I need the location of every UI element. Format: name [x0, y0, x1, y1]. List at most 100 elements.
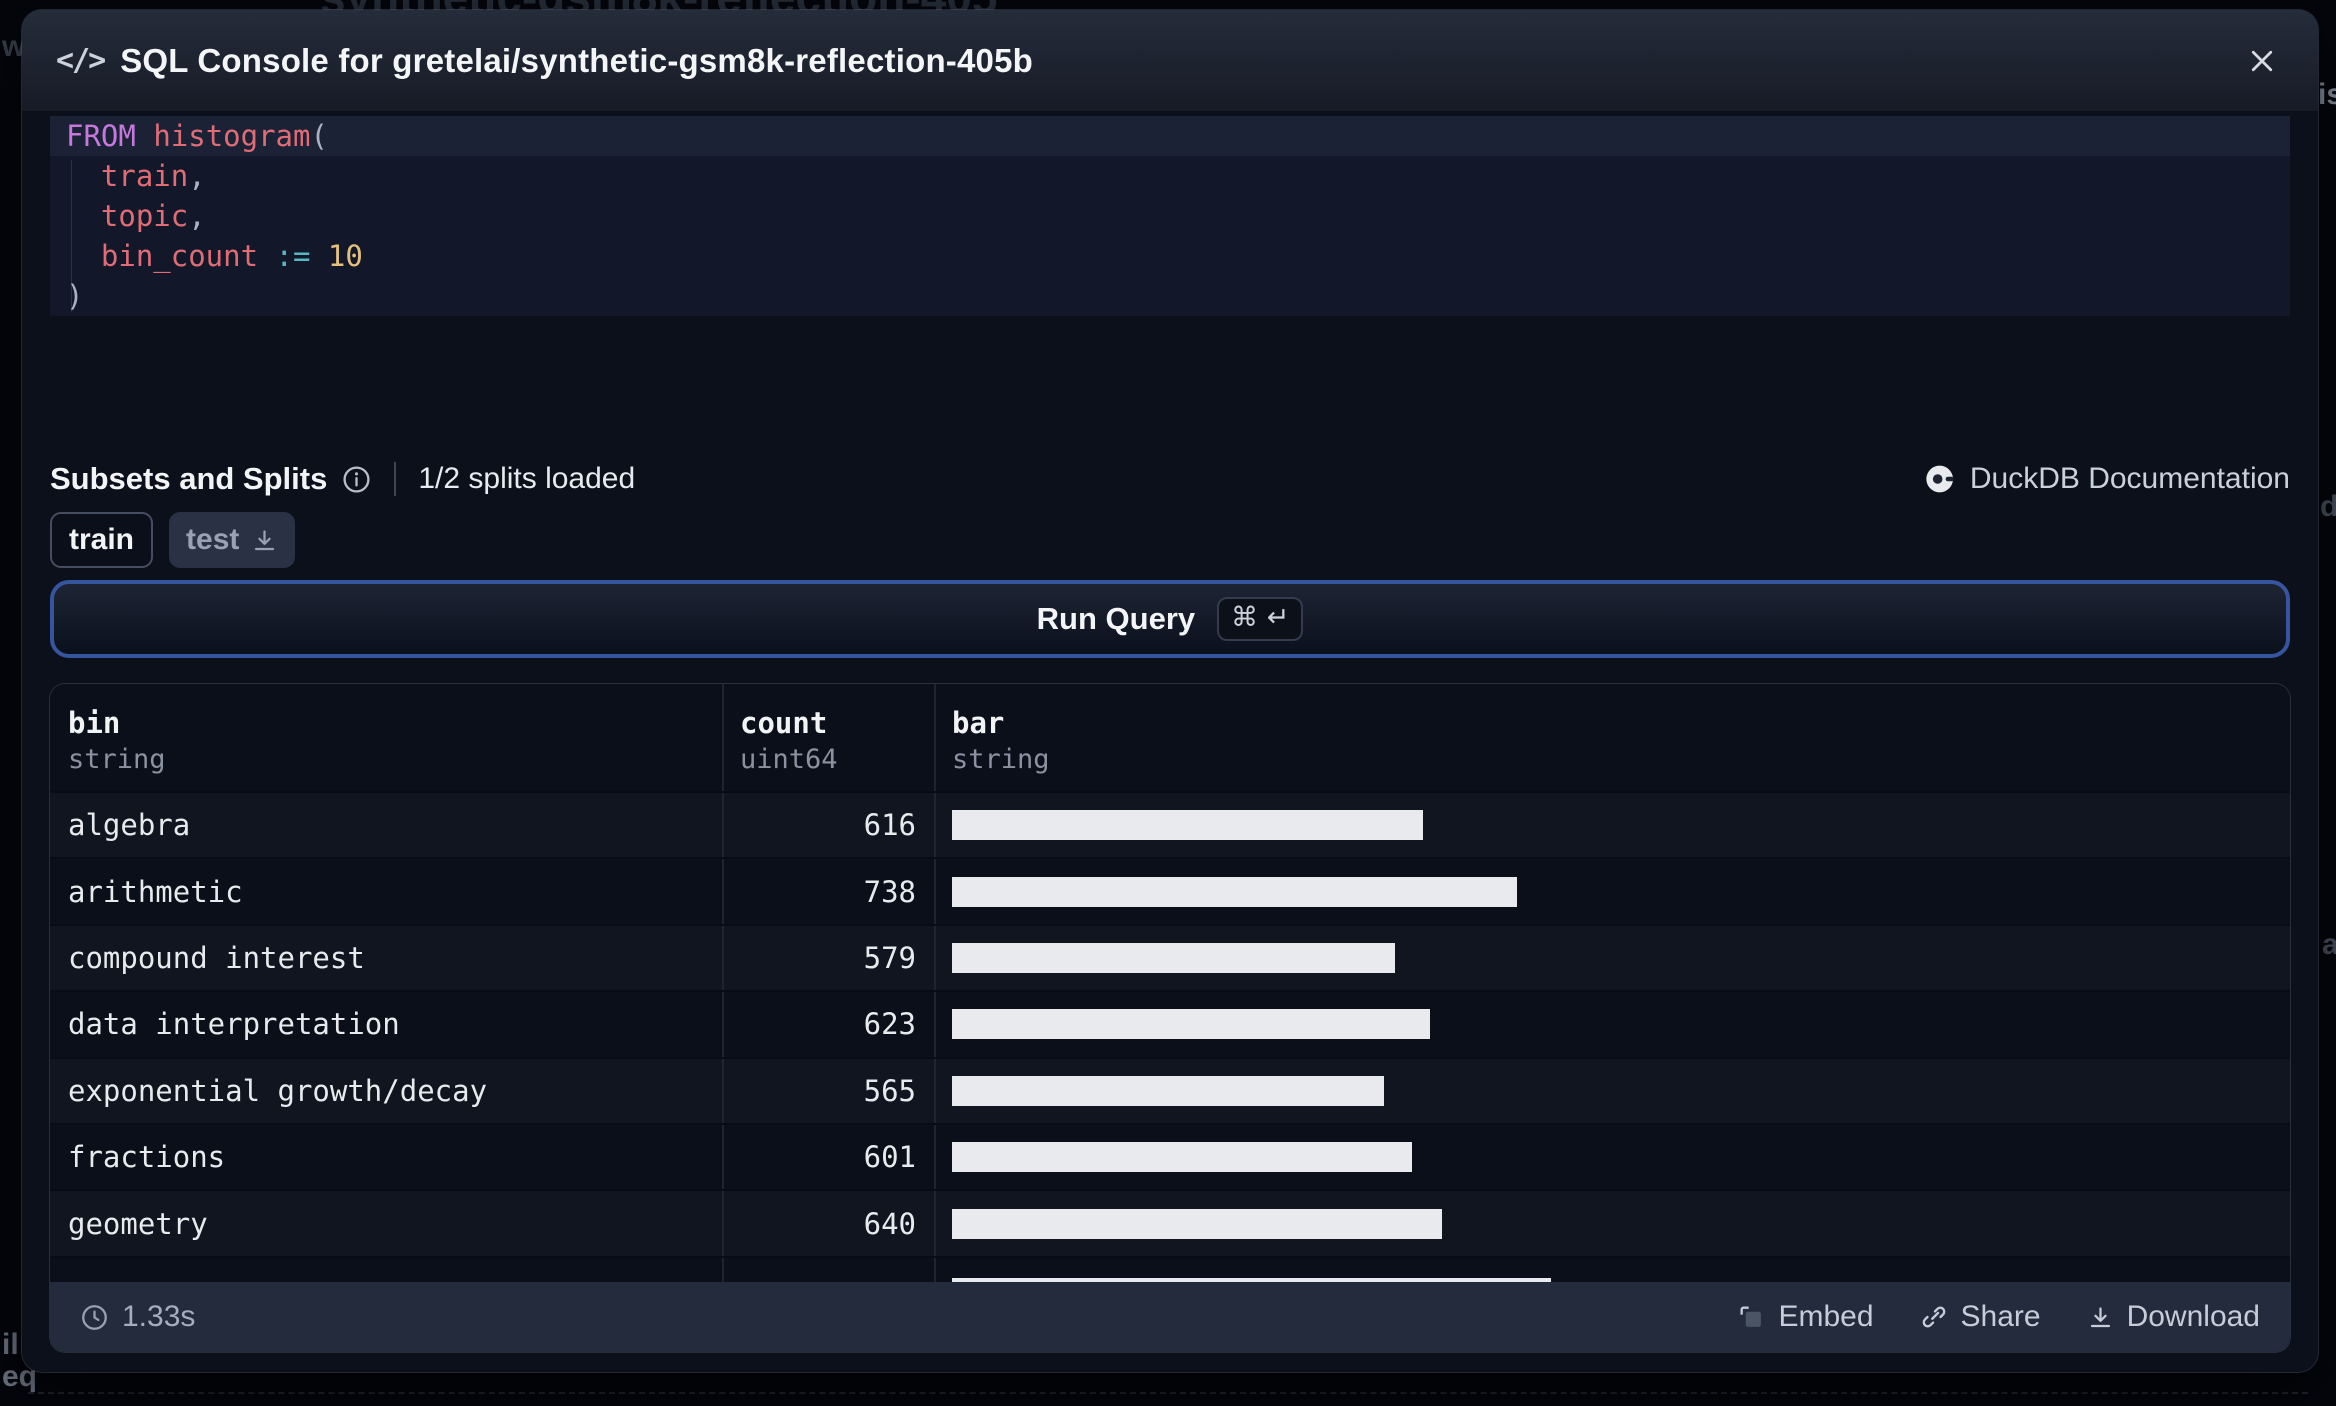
table-body: algebra 616 arithmetic 738 compound interest…	[50, 791, 2290, 1308]
backdrop-text-fragment: is	[2318, 78, 2336, 111]
bin-cell: exponential growth/decay	[68, 1073, 488, 1108]
query-duration: 1.33s	[80, 1300, 195, 1334]
modal-title: SQL Console for gretelai/synthetic-gsm8k…	[120, 41, 1034, 79]
embed-icon	[1737, 1303, 1765, 1331]
histogram-bar	[952, 1142, 1413, 1173]
count-cell: 738	[722, 859, 934, 924]
download-label: Download	[2126, 1300, 2260, 1333]
column-type: string	[68, 744, 166, 775]
duckdb-logo-icon	[1926, 465, 1954, 493]
code-token-identifier: bin_count	[100, 239, 259, 273]
code-token-plain: )	[66, 279, 84, 313]
code-token-number: 10	[327, 239, 363, 273]
bar-cell	[934, 925, 2290, 991]
code-token-operator: :=	[275, 239, 311, 273]
histogram-bar	[952, 942, 1395, 973]
split-buttons-row: train test	[50, 512, 2290, 568]
sql-console-modal: </> SQL Console for gretelai/synthetic-g…	[22, 10, 2318, 1372]
backdrop-text-fragment: d	[2320, 490, 2336, 523]
indent-guide	[71, 160, 72, 312]
download-icon	[2087, 1304, 2114, 1331]
subsets-and-splits-row: Subsets and Splits 1/2 splits loaded Duc…	[50, 456, 2290, 502]
code-token-function: histogram	[153, 119, 311, 153]
split-label: test	[186, 523, 240, 556]
download-icon	[251, 527, 278, 554]
duckdb-documentation-link[interactable]: DuckDB Documentation	[1925, 462, 2290, 496]
bin-cell: fractions	[68, 1140, 226, 1175]
histogram-bar	[952, 1208, 1442, 1239]
bar-cell	[934, 1191, 2290, 1256]
column-header-count: count uint64	[722, 684, 934, 791]
table-row-exponential-growth-decay: exponential growth/decay 565	[50, 1056, 2290, 1123]
column-header-bar: bar string	[934, 684, 2290, 791]
link-icon	[1920, 1303, 1948, 1331]
results-footer: 1.33s Embed Share Download	[50, 1282, 2290, 1352]
code-line-4[interactable]: bin_count := 10	[50, 236, 2290, 276]
count-cell: 601	[722, 1124, 934, 1190]
info-icon[interactable]	[341, 464, 372, 495]
histogram-bar	[952, 1009, 1430, 1040]
code-token-plain	[66, 239, 101, 273]
histogram-bar	[952, 876, 1517, 907]
bin-cell: arithmetic	[68, 874, 243, 909]
count-cell: 565	[722, 1058, 934, 1123]
vertical-divider	[394, 462, 397, 496]
table-row-data-interpretation: data interpretation 623	[50, 990, 2290, 1057]
share-label: Share	[1960, 1300, 2041, 1333]
close-icon	[2251, 50, 2273, 71]
histogram-bar	[952, 810, 1423, 841]
sql-editor[interactable]: FROM histogram( train, topic, bin_count …	[50, 116, 2290, 316]
splits-loaded-status: 1/2 splits loaded	[418, 462, 636, 495]
column-name: count	[740, 706, 828, 740]
code-token-identifier: topic	[100, 199, 189, 233]
run-query-button[interactable]: Run Query ⌘ ↵	[50, 580, 2290, 658]
code-line-5[interactable]: )	[50, 276, 2290, 316]
table-row-algebra: algebra 616	[50, 791, 2290, 858]
code-line-1[interactable]: FROM histogram(	[50, 116, 2290, 156]
query-results-table: bin string count uint64 bar string algebra…	[50, 684, 2290, 1352]
modal-titlebar: </> SQL Console for gretelai/synthetic-g…	[22, 10, 2318, 112]
count-cell: 579	[722, 925, 934, 991]
bar-cell	[934, 992, 2290, 1057]
split-button-train[interactable]: train	[50, 512, 154, 568]
table-row-fractions: fractions 601	[50, 1122, 2290, 1190]
subsets-title: Subsets and Splits	[50, 461, 328, 496]
embed-label: Embed	[1778, 1300, 1874, 1333]
code-slash-icon: </>	[56, 43, 106, 78]
bin-cell: algebra	[68, 808, 191, 843]
close-button[interactable]	[2240, 39, 2284, 83]
code-token-plain	[66, 199, 101, 233]
count-cell: 623	[722, 992, 934, 1057]
bin-cell: data interpretation	[68, 1007, 400, 1042]
column-name: bar	[952, 706, 1005, 740]
query-duration-value: 1.33s	[122, 1300, 196, 1333]
embed-button[interactable]: Embed	[1737, 1300, 1874, 1334]
backdrop-dashed-divider	[28, 1392, 2308, 1394]
bar-cell	[934, 793, 2290, 858]
table-row-compound-interest: compound interest 579	[50, 923, 2290, 991]
bin-cell: geometry	[68, 1206, 208, 1241]
backdrop-text-fragment: il	[2, 1328, 19, 1361]
code-token-plain: ,	[188, 159, 206, 193]
table-header-row: bin string count uint64 bar string	[50, 684, 2290, 791]
keyboard-shortcut-badge: ⌘ ↵	[1217, 597, 1304, 641]
code-token-plain	[66, 159, 101, 193]
split-button-test[interactable]: test	[169, 512, 296, 568]
bin-cell: compound interest	[68, 940, 365, 975]
code-token-plain	[258, 239, 275, 273]
download-button[interactable]: Download	[2087, 1300, 2260, 1334]
bar-cell	[934, 859, 2290, 924]
code-token-keyword: FROM	[66, 119, 136, 153]
code-token-plain: ,	[188, 199, 206, 233]
code-line-2[interactable]: train,	[50, 156, 2290, 196]
count-cell: 640	[722, 1191, 934, 1256]
backdrop-text-fragment: a	[2322, 928, 2336, 961]
bar-cell	[934, 1058, 2290, 1123]
code-token-plain	[136, 119, 153, 153]
clock-icon	[82, 1304, 107, 1330]
table-row-geometry: geometry 640	[50, 1189, 2290, 1256]
column-type: uint64	[740, 744, 838, 775]
column-header-bin: bin string	[50, 684, 722, 791]
code-line-3[interactable]: topic,	[50, 196, 2290, 236]
share-button[interactable]: Share	[1920, 1300, 2041, 1334]
